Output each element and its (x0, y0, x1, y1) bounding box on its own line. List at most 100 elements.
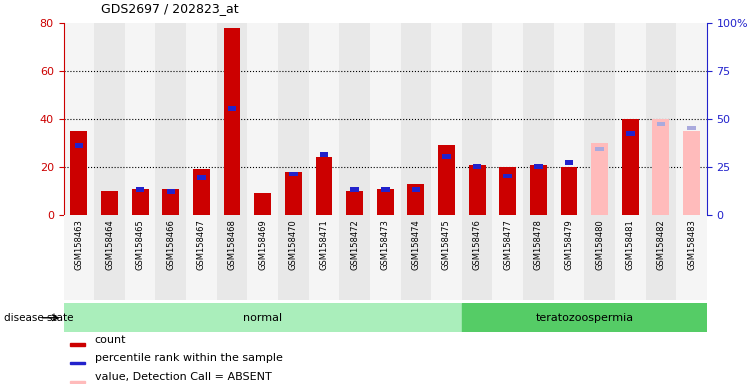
Bar (473, 164, 482, 169)
Bar (94, 23, 125, 215)
Bar (186, 215, 217, 300)
Bar (289, 172, 298, 176)
Bar (217, 23, 248, 215)
Bar (622, 119, 639, 215)
Bar (462, 303, 707, 332)
Bar (442, 154, 451, 159)
Bar (309, 215, 340, 300)
Bar (193, 169, 210, 215)
Bar (70, 381, 85, 383)
Bar (523, 23, 554, 215)
Text: normal: normal (243, 313, 282, 323)
Text: GSM158478: GSM158478 (534, 219, 543, 270)
Bar (278, 23, 309, 215)
Bar (70, 362, 85, 364)
Bar (186, 23, 217, 215)
Text: GSM158471: GSM158471 (319, 219, 328, 270)
Bar (523, 215, 554, 300)
Bar (492, 215, 523, 300)
Bar (615, 23, 646, 215)
Bar (500, 167, 516, 215)
Bar (228, 106, 236, 111)
Text: GSM158477: GSM158477 (503, 219, 512, 270)
Text: GSM158474: GSM158474 (411, 219, 420, 270)
Bar (70, 343, 85, 346)
Bar (400, 23, 431, 215)
Bar (309, 23, 340, 215)
Text: GSM158467: GSM158467 (197, 219, 206, 270)
Bar (370, 215, 400, 300)
Bar (285, 172, 301, 215)
Text: GSM158476: GSM158476 (473, 219, 482, 270)
Bar (94, 215, 125, 300)
Text: GSM158470: GSM158470 (289, 219, 298, 270)
Bar (162, 189, 180, 215)
Text: value, Detection Call = ABSENT: value, Detection Call = ABSENT (95, 372, 272, 382)
Text: GSM158472: GSM158472 (350, 219, 359, 270)
Bar (683, 131, 700, 215)
Bar (381, 187, 390, 192)
Bar (554, 23, 584, 215)
Bar (125, 23, 156, 215)
Bar (469, 165, 485, 215)
Bar (492, 23, 523, 215)
Bar (676, 215, 707, 300)
Bar (101, 191, 118, 215)
Bar (408, 184, 424, 215)
Bar (248, 215, 278, 300)
Bar (278, 215, 309, 300)
Bar (657, 122, 665, 126)
Text: GSM158464: GSM158464 (105, 219, 114, 270)
Text: GSM158469: GSM158469 (258, 219, 267, 270)
Text: GSM158475: GSM158475 (442, 219, 451, 270)
Bar (70, 131, 88, 215)
Bar (197, 175, 206, 180)
Bar (64, 215, 94, 300)
Bar (340, 23, 370, 215)
Text: disease state: disease state (4, 313, 73, 323)
Bar (254, 194, 271, 215)
Bar (462, 23, 492, 215)
Bar (560, 167, 577, 215)
Text: GSM158466: GSM158466 (166, 219, 175, 270)
Bar (438, 146, 455, 215)
Bar (377, 189, 393, 215)
Bar (156, 23, 186, 215)
Bar (530, 165, 547, 215)
Bar (646, 215, 676, 300)
Bar (64, 23, 94, 215)
Bar (136, 187, 144, 192)
Bar (584, 23, 615, 215)
Bar (534, 164, 542, 169)
Bar (584, 215, 615, 300)
Bar (503, 174, 512, 178)
Bar (687, 126, 696, 130)
Text: GSM158483: GSM158483 (687, 219, 696, 270)
Bar (652, 119, 669, 215)
Text: GSM158468: GSM158468 (227, 219, 236, 270)
Bar (319, 152, 328, 157)
Bar (370, 23, 400, 215)
Text: GSM158482: GSM158482 (657, 219, 666, 270)
Bar (554, 215, 584, 300)
Bar (132, 189, 149, 215)
Text: GSM158480: GSM158480 (595, 219, 604, 270)
Bar (248, 23, 278, 215)
Bar (626, 131, 634, 136)
Bar (400, 215, 431, 300)
Bar (340, 215, 370, 300)
Bar (167, 189, 175, 194)
Bar (156, 215, 186, 300)
Bar (64, 303, 462, 332)
Text: GSM158463: GSM158463 (74, 219, 83, 270)
Bar (125, 215, 156, 300)
Text: percentile rank within the sample: percentile rank within the sample (95, 353, 283, 363)
Bar (676, 23, 707, 215)
Text: GSM158481: GSM158481 (626, 219, 635, 270)
Bar (411, 187, 420, 192)
Text: GDS2697 / 202823_at: GDS2697 / 202823_at (101, 2, 239, 15)
Bar (591, 143, 608, 215)
Bar (595, 147, 604, 151)
Bar (346, 191, 363, 215)
Bar (75, 143, 83, 147)
